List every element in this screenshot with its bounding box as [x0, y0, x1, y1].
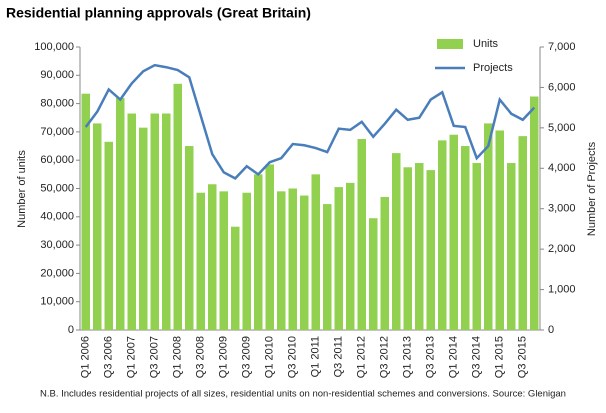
- bar: [150, 113, 160, 330]
- y-axis-label: Number of units: [16, 150, 28, 228]
- bar: [288, 188, 298, 330]
- footnote: N.B. Includes residential projects of al…: [40, 389, 566, 400]
- x-tick-label: Q1 2011: [310, 336, 322, 377]
- bar: [230, 226, 240, 330]
- x-tick-label: Q1 2008: [172, 336, 184, 378]
- bar: [161, 113, 171, 330]
- x-tick-label: Q3 2012: [379, 336, 391, 378]
- x-tick-label: Q1 2010: [264, 336, 276, 378]
- bar: [483, 123, 493, 330]
- y2-tick-label: 4,000: [548, 162, 576, 174]
- y2-tick-label: 5,000: [548, 122, 576, 134]
- x-tick-label: Q1 2014: [448, 336, 460, 378]
- y-tick-label: 30,000: [40, 239, 74, 251]
- bar: [196, 192, 206, 330]
- y-tick-label: 20,000: [40, 267, 74, 279]
- y-tick-label: 50,000: [40, 182, 74, 194]
- y-tick-label: 100,000: [34, 41, 74, 53]
- x-tick-label: Q3 2013: [425, 336, 437, 378]
- y2-tick-label: 0: [548, 324, 554, 336]
- bar: [311, 174, 321, 330]
- y-tick-label: 40,000: [40, 211, 74, 223]
- bar: [322, 204, 332, 330]
- bar: [495, 130, 505, 330]
- bar: [380, 196, 390, 330]
- bar: [391, 153, 401, 330]
- bar: [334, 187, 344, 330]
- x-tick-label: Q3 2007: [149, 336, 161, 378]
- bar: [81, 93, 91, 330]
- bar: [506, 163, 516, 330]
- y2-axis-label: Number of Projects: [586, 141, 598, 236]
- bar: [368, 218, 378, 330]
- bar: [104, 141, 114, 330]
- line: [84, 63, 536, 180]
- bar: [518, 136, 528, 330]
- x-tick-label: Q3 2010: [287, 336, 299, 378]
- bar: [437, 140, 447, 330]
- legend-swatch: [437, 39, 463, 49]
- bar: [299, 195, 309, 330]
- bar: [219, 191, 229, 330]
- legend-label: Units: [473, 38, 499, 50]
- bar: [357, 138, 367, 330]
- y2-tick-label: 3,000: [548, 203, 576, 215]
- x-tick-label: Q3 2009: [241, 336, 253, 378]
- x-tick-label: Q1 2015: [494, 336, 506, 378]
- bar: [207, 184, 217, 330]
- y2-tick-label: 6,000: [548, 81, 576, 93]
- x-tick-label: Q1 2009: [218, 336, 230, 378]
- bar: [173, 83, 183, 330]
- bar: [426, 170, 436, 330]
- legend-label: Projects: [473, 62, 513, 74]
- x-tick-label: Q3 2008: [195, 336, 207, 378]
- x-tick-label: Q3 2006: [103, 336, 115, 378]
- bar: [92, 123, 102, 330]
- x-tick-label: Q3 2015: [517, 336, 529, 378]
- bar: [242, 192, 252, 330]
- x-tick-label: Q1 2013: [402, 336, 414, 378]
- bar: [276, 191, 286, 330]
- bar: [138, 127, 148, 330]
- y-tick-label: 90,000: [40, 69, 74, 81]
- y-tick-label: 60,000: [40, 154, 74, 166]
- bar: [253, 174, 263, 330]
- x-tick-label: Q3 2014: [471, 336, 483, 378]
- bar: [472, 163, 482, 330]
- x-tick-label: Q1 2012: [356, 336, 368, 378]
- y2-tick-label: 1,000: [548, 283, 576, 295]
- x-tick-label: Q1 2007: [126, 336, 138, 378]
- chart-title: Residential planning approvals (Great Br…: [6, 5, 311, 21]
- x-tick-label: Q3 2011: [333, 336, 345, 377]
- bar: [449, 134, 459, 330]
- bar: [127, 113, 137, 330]
- y-tick-label: 10,000: [40, 296, 74, 308]
- y-tick-label: 0: [68, 324, 74, 336]
- bar: [414, 163, 424, 330]
- bar: [345, 182, 355, 330]
- x-tick-label: Q1 2006: [80, 336, 92, 378]
- bar: [115, 97, 125, 330]
- bar: [529, 96, 539, 331]
- bar: [460, 146, 470, 330]
- bar: [403, 167, 413, 330]
- bar: [184, 146, 194, 330]
- y2-tick-label: 2,000: [548, 243, 576, 255]
- y-tick-label: 80,000: [40, 98, 74, 110]
- y2-tick-label: 7,000: [548, 41, 576, 53]
- y-tick-label: 70,000: [40, 126, 74, 138]
- bar: [265, 164, 275, 330]
